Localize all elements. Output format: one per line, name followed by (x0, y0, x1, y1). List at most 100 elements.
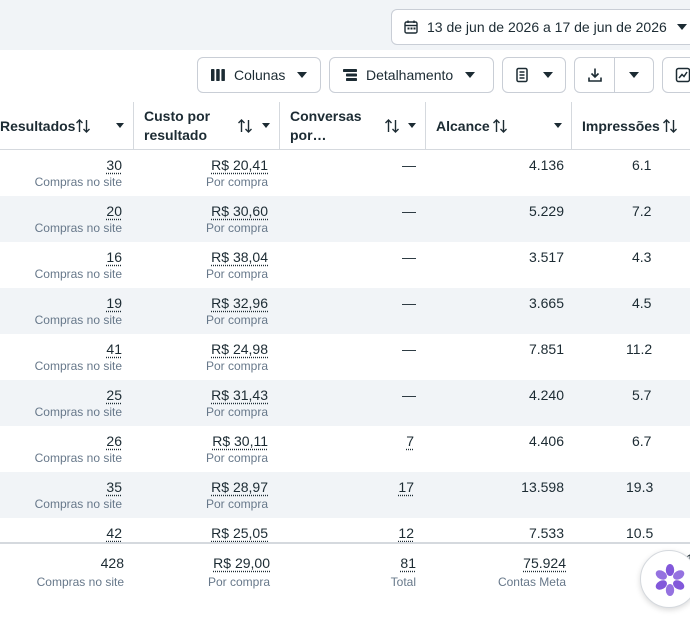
table-totals-row: 428 Compras no site R$ 29,00 Por compra 81… (0, 542, 690, 626)
impressions-value: 10.5 (626, 524, 653, 542)
table-row[interactable]: 20 Compras no site R$ 30,60 Por compra — 5… (0, 196, 690, 242)
chevron-down-icon[interactable] (262, 123, 270, 128)
cost-value[interactable]: R$ 30,60 (206, 202, 268, 220)
total-reach-value[interactable]: 75.924 (498, 554, 566, 572)
impressions-value: 5.7 (632, 386, 651, 404)
results-cell: 19 Compras no site (35, 294, 122, 328)
table-row[interactable]: 25 Compras no site R$ 31,43 Por compra — 4… (0, 380, 690, 426)
conversations-value[interactable]: 17 (398, 478, 414, 496)
breakdown-label: Detalhamento (366, 67, 453, 83)
cost-sub: Por compra (206, 358, 268, 374)
results-value[interactable]: 25 (35, 386, 122, 404)
header-impressions[interactable]: Impressões (572, 102, 690, 150)
reach-value: 4.136 (529, 156, 564, 174)
reach-cell: 5.229 (529, 202, 564, 220)
table-row[interactable]: 19 Compras no site R$ 32,96 Por compra — 3… (0, 288, 690, 334)
charts-button[interactable] (662, 57, 690, 93)
table-row[interactable]: 41 Compras no site R$ 24,98 Por compra — 7… (0, 334, 690, 380)
impressions-cell: 4.5 (632, 294, 651, 312)
conversations-cell: — (402, 340, 416, 358)
reach-cell: 3.665 (529, 294, 564, 312)
cost-sub: Por compra (206, 266, 268, 282)
impressions-value: 19.3 (626, 478, 653, 496)
cost-sub: Por compra (206, 450, 268, 466)
conversations-cell: — (402, 294, 416, 312)
impressions-value: 4.3 (632, 248, 651, 266)
table-row[interactable]: 16 Compras no site R$ 38,04 Por compra — 3… (0, 242, 690, 288)
date-range-picker[interactable]: 13 de jun de 2026 a 17 de jun de 2026 (391, 9, 690, 45)
conversations-cell: 7 (406, 432, 414, 450)
reach-cell: 13.598 (521, 478, 564, 496)
results-value[interactable]: 35 (35, 478, 122, 496)
chevron-down-icon[interactable] (116, 123, 124, 128)
results-value[interactable]: 26 (35, 432, 122, 450)
results-value[interactable]: 19 (35, 294, 122, 312)
export-main[interactable] (575, 58, 615, 92)
total-conversations-value[interactable]: 81 (391, 554, 416, 572)
table-row[interactable]: 35 Compras no site R$ 28,97 Por compra 17 … (0, 472, 690, 518)
cost-sub: Por compra (206, 404, 268, 420)
conversations-value[interactable]: 7 (406, 432, 414, 450)
reach-cell: 7.851 (529, 340, 564, 358)
reach-value: 13.598 (521, 478, 564, 496)
header-results[interactable]: Resultados (0, 102, 134, 150)
chevron-down-icon[interactable] (554, 123, 562, 128)
cost-cell: R$ 24,98 Por compra (206, 340, 268, 374)
chevron-down-icon[interactable] (408, 123, 416, 128)
reach-cell: 7.533 (529, 524, 564, 542)
header-conversations[interactable]: Conversas por… (280, 102, 426, 150)
results-cell: 25 Compras no site (35, 386, 122, 420)
cost-value[interactable]: R$ 25,05 (211, 524, 268, 542)
table-row[interactable]: 30 Compras no site R$ 20,41 Por compra — 4… (0, 150, 690, 196)
impressions-value: 7.2 (632, 202, 651, 220)
results-value[interactable]: 30 (35, 156, 122, 174)
conversations-value: — (402, 156, 416, 174)
columns-button[interactable]: Colunas (197, 57, 321, 93)
calendar-icon (404, 20, 418, 34)
impressions-cell: 5.7 (632, 386, 651, 404)
reach-value: 7.851 (529, 340, 564, 358)
cost-value[interactable]: R$ 28,97 (206, 478, 268, 496)
header-cost-per-result[interactable]: Custo por resultado (134, 102, 280, 150)
export-button[interactable] (574, 57, 654, 93)
reach-cell: 4.406 (529, 432, 564, 450)
date-range-label: 13 de jun de 2026 a 17 de jun de 2026 (427, 19, 667, 35)
conversations-cell: — (402, 202, 416, 220)
conversations-value: — (402, 386, 416, 404)
cost-sub: Por compra (206, 220, 268, 236)
results-value[interactable]: 41 (35, 340, 122, 358)
sort-icon (75, 119, 91, 133)
cost-value[interactable]: R$ 32,96 (206, 294, 268, 312)
total-cost-sub: Por compra (208, 574, 270, 590)
impressions-cell: 6.7 (632, 432, 651, 450)
total-cost-value[interactable]: R$ 29,00 (208, 554, 270, 572)
cost-value[interactable]: R$ 30,11 (206, 432, 268, 450)
reach-cell: 3.517 (529, 248, 564, 266)
reports-button[interactable] (502, 57, 566, 93)
total-reach-sub: Contas Meta (498, 574, 566, 590)
impressions-cell: 11.2 (626, 340, 652, 358)
ai-assistant-button[interactable] (640, 550, 690, 608)
table-row[interactable]: 26 Compras no site R$ 30,11 Por compra 7 4… (0, 426, 690, 472)
conversations-value[interactable]: 12 (398, 524, 414, 542)
reach-value: 3.517 (529, 248, 564, 266)
total-reach-cell: 75.924 Contas Meta (498, 554, 566, 590)
cost-value[interactable]: R$ 24,98 (206, 340, 268, 358)
cost-value[interactable]: R$ 20,41 (206, 156, 268, 174)
results-sub: Compras no site (35, 220, 122, 236)
cost-cell: R$ 28,97 Por compra (206, 478, 268, 512)
conversations-value: — (402, 340, 416, 358)
header-reach[interactable]: Alcance (426, 102, 572, 150)
cost-cell: R$ 30,60 Por compra (206, 202, 268, 236)
breakdown-button[interactable]: Detalhamento (329, 57, 494, 93)
chevron-down-icon (543, 72, 553, 78)
conversations-value: — (402, 294, 416, 312)
results-value[interactable]: 42 (106, 524, 122, 542)
cost-value[interactable]: R$ 38,04 (206, 248, 268, 266)
impressions-cell: 6.1 (632, 156, 651, 174)
export-dropdown[interactable] (615, 58, 653, 92)
results-cell: 42 (106, 524, 122, 542)
results-value[interactable]: 20 (35, 202, 122, 220)
results-value[interactable]: 16 (35, 248, 122, 266)
cost-value[interactable]: R$ 31,43 (206, 386, 268, 404)
